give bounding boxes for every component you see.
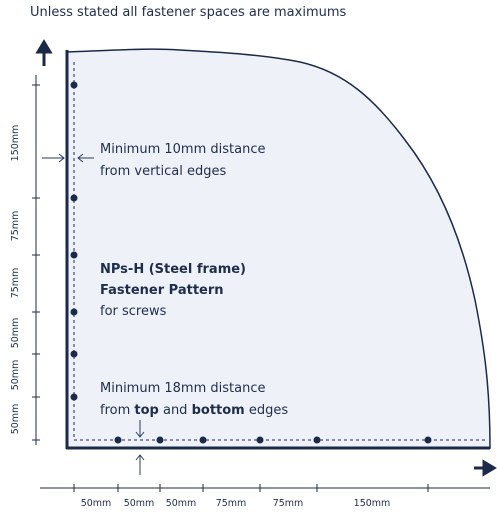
dimension-label: 50mm bbox=[10, 404, 21, 435]
note: from top and bottom edges bbox=[100, 403, 288, 418]
right-arrow bbox=[474, 459, 497, 477]
dimension-label: 75mm bbox=[10, 268, 21, 299]
note: Minimum 10mm distance bbox=[100, 142, 265, 157]
note-part: and bbox=[159, 403, 192, 418]
fasteners bbox=[70, 81, 432, 444]
dimension-label: 75mm bbox=[273, 498, 304, 509]
dimension-label: 75mm bbox=[10, 211, 21, 242]
pattern-subtitle: Fastener Pattern bbox=[100, 283, 224, 298]
panel bbox=[66, 48, 491, 449]
dimension-label: 150mm bbox=[10, 125, 21, 162]
fastener bbox=[70, 350, 78, 358]
note-part: top bbox=[134, 403, 158, 418]
pointers bbox=[42, 153, 145, 475]
vertical-dimension bbox=[32, 75, 40, 445]
header-title: Unless stated all fastener spaces are ma… bbox=[30, 5, 347, 20]
dimension-label: 150mm bbox=[354, 498, 391, 509]
note-part: bottom bbox=[192, 403, 245, 418]
fastener bbox=[256, 436, 264, 444]
dimension-label: 50mm bbox=[81, 498, 112, 509]
pattern-name: NPs-H (Steel frame) bbox=[100, 262, 246, 277]
note-part: edges bbox=[245, 403, 289, 418]
fastener bbox=[70, 251, 78, 259]
dimension-label: 50mm bbox=[166, 498, 197, 509]
fastener bbox=[424, 436, 432, 444]
horizontal-dimension bbox=[40, 484, 490, 492]
fastener bbox=[156, 436, 164, 444]
note-part: from bbox=[100, 403, 134, 418]
dimension-label: 50mm bbox=[10, 318, 21, 349]
fastener bbox=[313, 436, 321, 444]
dimension-label: 75mm bbox=[216, 498, 247, 509]
note: Minimum 18mm distance bbox=[100, 381, 265, 396]
note: from vertical edges bbox=[100, 164, 226, 179]
dimension-label: 50mm bbox=[10, 360, 21, 391]
up-arrow bbox=[35, 39, 53, 66]
fastener bbox=[199, 436, 207, 444]
pattern-detail: for screws bbox=[100, 304, 167, 319]
fastener bbox=[70, 81, 78, 89]
fastener bbox=[70, 393, 78, 401]
fastener bbox=[70, 194, 78, 202]
fastener bbox=[114, 436, 122, 444]
fastener bbox=[70, 308, 78, 316]
dimension-label: 50mm bbox=[124, 498, 155, 509]
